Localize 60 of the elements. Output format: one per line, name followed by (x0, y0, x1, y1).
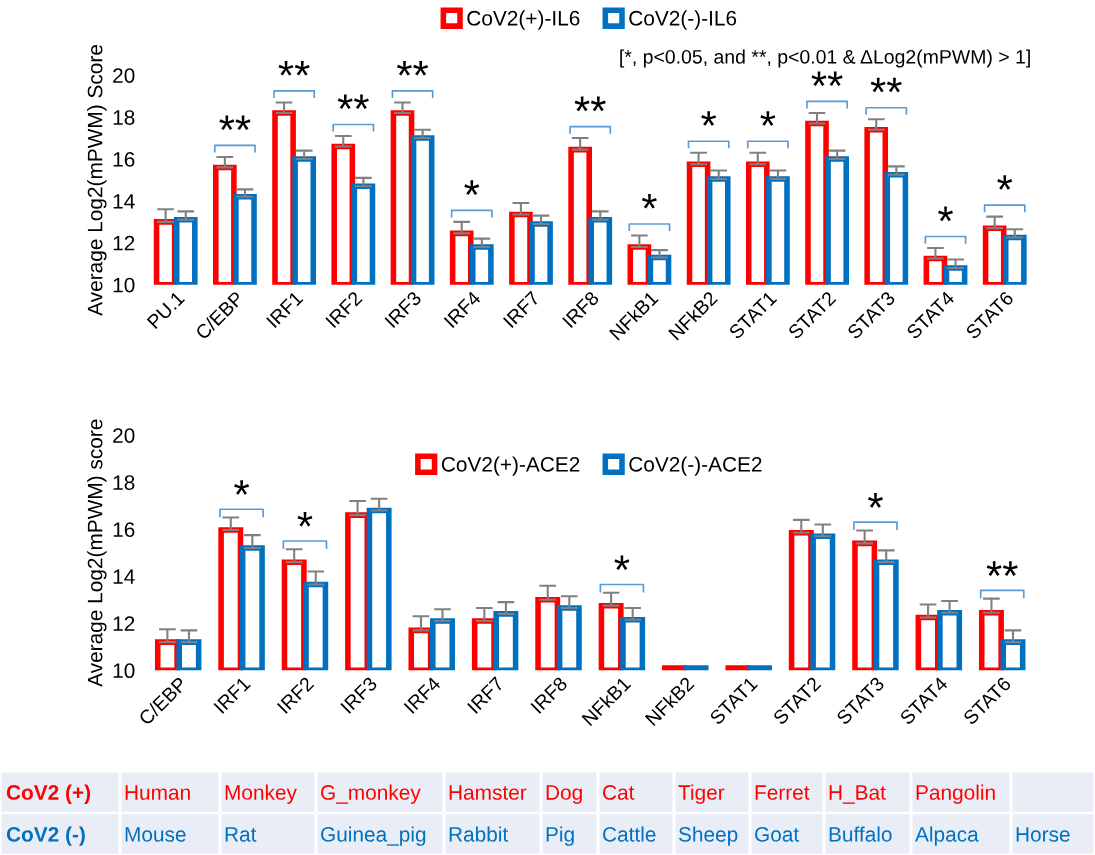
annotation: * (614, 555, 630, 571)
y-tick-label: 12 (113, 616, 135, 631)
annotation: * (701, 111, 717, 126)
text: G_monkey (321, 784, 421, 804)
text: Cattle (603, 826, 656, 842)
legend-label: CoV2(-)-IL6 (629, 10, 737, 30)
legend-label: CoV2(-)-ACE2 (629, 456, 762, 476)
annotation: * (641, 193, 657, 209)
text: Rabbit (449, 826, 509, 842)
annotation: ** (219, 115, 251, 131)
annotation: ** (574, 96, 606, 112)
text: H_Bat (829, 785, 886, 804)
y-axis-title: Average Log2(mPWM) score (87, 419, 107, 687)
y-tick-label: 12 (113, 235, 135, 251)
text: Mouse (125, 827, 186, 842)
chart-subtitle: [*, p<0.05, and **, p<0.01 & ΔLog2(mPWM) > 1] (620, 49, 1030, 68)
annotation: * (938, 206, 953, 222)
annotation: * (464, 180, 480, 195)
annotation: ** (811, 71, 843, 87)
text: Horse (1016, 827, 1070, 842)
y-tick-label: 10 (113, 663, 135, 679)
y-tick-label: 20 (113, 68, 135, 83)
y-tick-label: 14 (113, 569, 135, 584)
y-tick-label: 14 (113, 194, 135, 209)
text: Dog (546, 785, 582, 804)
text: Monkey (225, 784, 297, 804)
annotation: ** (870, 77, 902, 93)
annotation: ** (986, 561, 1018, 576)
annotation: * (297, 511, 313, 527)
y-tick-label: 20 (113, 428, 135, 443)
annotation: * (997, 175, 1013, 190)
legend-label: CoV2(+)-IL6 (467, 10, 580, 30)
text: Pangolin (916, 784, 995, 804)
text: Ferret (755, 785, 810, 800)
legend-label: CoV2(+)-ACE2 (441, 456, 580, 476)
annotation: * (868, 493, 883, 508)
text: Sheep (678, 826, 738, 846)
y-axis-title: Average Log2(mPWM) Score (87, 45, 107, 316)
text: Cat (603, 785, 635, 800)
text: Buffalo (829, 826, 892, 842)
y-tick-label: 18 (113, 110, 135, 125)
annotation: ** (337, 94, 369, 110)
text: Rat (225, 827, 257, 842)
text: ** (397, 60, 429, 76)
y-tick-label: 18 (113, 475, 135, 490)
text: Pig (546, 826, 574, 846)
category-label: CoV2 (+) (6, 784, 91, 804)
text: ** (278, 60, 310, 76)
y-tick-label: 16 (113, 152, 135, 167)
annotation: * (234, 480, 250, 495)
text: Guinea_pig (321, 826, 426, 846)
category-label: CoV2 (-) (6, 826, 85, 846)
text: Goat (755, 826, 800, 842)
annotation: * (760, 111, 776, 126)
text: Hamster (449, 785, 527, 800)
y-tick-label: 16 (113, 522, 135, 537)
y-tick-label: 10 (113, 277, 135, 293)
text: Human (125, 785, 190, 800)
text: Tiger (678, 784, 725, 804)
text: Alpaca (915, 826, 979, 846)
